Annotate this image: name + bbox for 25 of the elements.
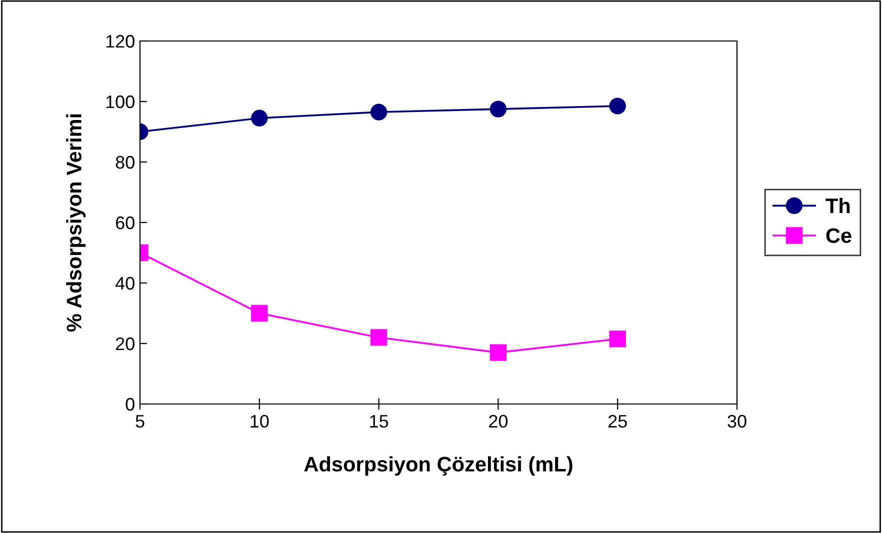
y-tick-label: 100 [106, 95, 134, 108]
point [609, 330, 626, 348]
x-tick-label: 30 [728, 414, 746, 428]
x-tick-label: 25 [608, 414, 627, 428]
y-tick-label: 120 [106, 34, 134, 48]
x-tick-label: 20 [489, 414, 508, 428]
point [251, 304, 268, 322]
x-tick-label: 5 [136, 415, 144, 428]
point [609, 98, 626, 114]
point [370, 104, 388, 120]
y-tick-label: 40 [115, 276, 134, 290]
legend-label: Th [826, 198, 850, 213]
point [490, 344, 507, 361]
y-axis-title: % Adsorpsiyon Verimi [66, 114, 86, 332]
legend-label: Ce [826, 228, 852, 244]
point [490, 100, 507, 118]
x-axis-title: Adsorpsiyon Çözeltisi (mL) [304, 456, 572, 476]
point [370, 329, 388, 346]
point [251, 110, 268, 126]
y-tick-label: 80 [116, 156, 134, 169]
x-tick-label: 15 [370, 415, 388, 428]
y-tick-label: 20 [116, 337, 134, 350]
y-tick-label: 0 [126, 398, 134, 411]
y-tick-label: 60 [116, 216, 134, 230]
x-tick-label: 10 [250, 414, 269, 428]
